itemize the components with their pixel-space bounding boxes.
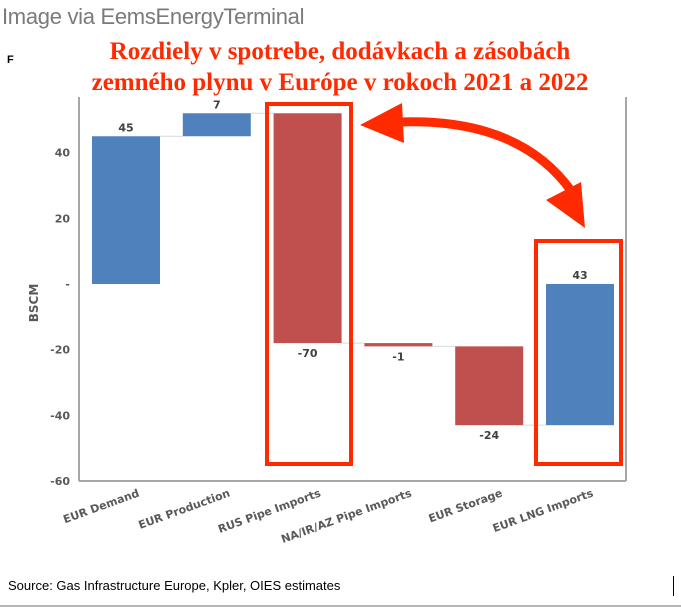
data-label: 45	[118, 121, 133, 134]
divider	[0, 605, 681, 607]
annotations	[265, 102, 623, 466]
bar-eur-lng-imports	[546, 284, 614, 426]
y-tick-labels: 40 20 - -20 -40 -60	[50, 147, 70, 488]
stray-character: F	[7, 54, 14, 66]
y-tick-label: 40	[55, 147, 71, 160]
axes	[78, 97, 627, 482]
text-cursor	[673, 576, 674, 596]
y-tick-label: -	[65, 278, 70, 291]
headline-line-2: zemného plynu v Európe v rokoch 2021 a 2…	[91, 69, 589, 96]
bar-eur-production	[182, 113, 251, 137]
y-axis-label: BSCM	[27, 284, 41, 323]
bar-rus-pipe-imports	[273, 113, 342, 344]
arrowhead-down-icon	[546, 182, 585, 228]
y-tick-label: -60	[50, 475, 70, 488]
watermark-text: Image via EemsEnergyTerminal	[2, 4, 305, 29]
source-note: Source: Gas Infrastructure Europe, Kpler…	[8, 578, 341, 593]
bar-eur-demand	[92, 136, 160, 284]
bar-na-ir-az-pipe-imports	[364, 343, 433, 347]
data-label: 7	[213, 98, 221, 111]
data-label: -1	[392, 350, 404, 363]
headline-line-1: Rozdiely v spotrebe, dodávkach a zásobác…	[109, 38, 571, 65]
highlight-box-rus-pipe-imports	[265, 102, 353, 466]
bar-eur-storage	[455, 346, 524, 426]
data-labels: 45 7 -70 -1 -24 43	[118, 98, 587, 442]
data-label: -24	[479, 429, 499, 442]
bars	[92, 113, 614, 426]
y-tick-label: -40	[50, 409, 70, 422]
y-tick-label: -20	[50, 344, 70, 357]
double-arrow-shaft	[399, 117, 576, 195]
data-label: -70	[298, 347, 318, 360]
x-tick-label: EUR Storage	[427, 487, 504, 526]
highlight-box-eur-lng-imports	[534, 239, 623, 466]
arrowhead-left-icon	[360, 103, 404, 143]
x-tick-label: EUR LNG Imports	[491, 486, 596, 535]
x-tick-label: EUR Demand	[61, 487, 141, 527]
y-tick-label: 20	[55, 212, 71, 225]
data-label: 43	[572, 269, 587, 282]
